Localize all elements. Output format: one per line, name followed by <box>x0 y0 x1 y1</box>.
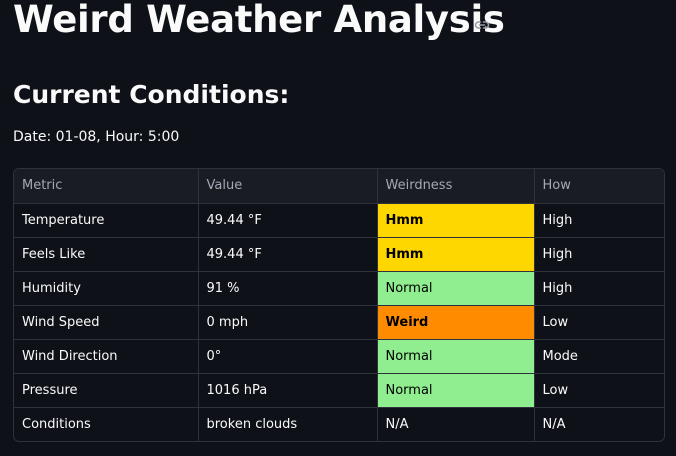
table-cell: 0° <box>198 339 378 374</box>
anchor-link-icon[interactable] <box>474 17 490 33</box>
header-row: Metric Value Weirdness How <box>14 169 664 204</box>
table-cell: Normal <box>377 271 535 306</box>
data-table: Metric Value Weirdness How Temperature 49.44… <box>13 168 665 442</box>
table-cell: 49.44 °F <box>198 203 378 238</box>
table-row: Temperature 49.44 °F Hmm High <box>14 203 664 238</box>
table: Metric Value Weirdness How Temperature 49.44… <box>14 169 664 441</box>
table-row: Conditions broken clouds N/A N/A <box>14 407 664 441</box>
table-row: Pressure 1016 hPa Normal Low <box>14 373 664 408</box>
table-cell: broken clouds <box>198 407 378 441</box>
table-cell: 0 mph <box>198 305 378 340</box>
table-row: Wind Direction 0° Normal Mode <box>14 339 664 374</box>
table-cell: Wind Speed <box>14 305 199 340</box>
table-cell: Temperature <box>14 203 199 238</box>
table-cell: N/A <box>542 416 566 432</box>
table-cell: High <box>534 203 664 238</box>
table-cell: Conditions <box>14 407 199 441</box>
section-heading: Current Conditions: <box>13 80 290 109</box>
table-cell: Normal <box>377 373 535 408</box>
table-cell: Weird <box>377 305 535 340</box>
table-cell: High <box>534 271 664 306</box>
column-header: How <box>534 169 664 204</box>
table-cell: Feels Like <box>14 237 199 272</box>
table-cell: 91 % <box>198 271 378 306</box>
column-header: Weirdness <box>377 169 535 204</box>
table-cell: 1016 hPa <box>198 373 378 408</box>
table-cell: Hmm <box>377 237 535 272</box>
table-cell: Pressure <box>14 373 199 408</box>
table-cell: 49.44 °F <box>198 237 378 272</box>
table-cell: Mode <box>534 339 664 374</box>
table-cell: Wind Direction <box>14 339 199 374</box>
page-title: Weird Weather Analysis <box>13 0 505 41</box>
table-cell: Hmm <box>377 203 535 238</box>
table-row: Humidity 91 % Normal High <box>14 271 664 306</box>
table-cell: N/A <box>377 407 535 441</box>
table-cell: Low <box>534 373 664 408</box>
table-cell: Humidity <box>14 271 199 306</box>
table-cell: Low <box>534 305 664 340</box>
date-info: Date: 01-08, Hour: 5:00 <box>13 129 180 145</box>
table-cell: High <box>534 237 664 272</box>
column-header: Metric <box>14 169 199 204</box>
table-row: Feels Like 49.44 °F Hmm High <box>14 237 664 272</box>
table-row: Wind Speed 0 mph Weird Low <box>14 305 664 340</box>
column-header: Value <box>198 169 378 204</box>
table-cell: Normal <box>377 339 535 374</box>
